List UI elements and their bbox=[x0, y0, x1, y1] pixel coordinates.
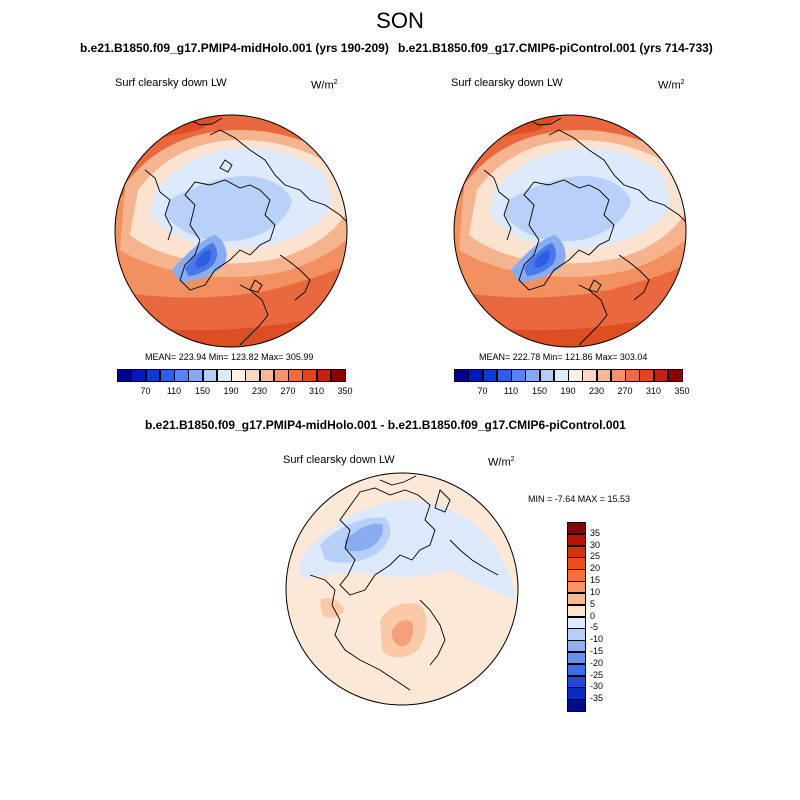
top-right-colorbar-tick-label: 230 bbox=[588, 386, 605, 396]
difference-colorbar-swatch bbox=[567, 581, 586, 594]
top-right-colorbar-tick-label: 190 bbox=[560, 386, 576, 396]
top-left-colorbar-tick-label: 190 bbox=[223, 386, 239, 396]
top-left-colorbar-swatch bbox=[216, 369, 232, 382]
top-left-colorbar-swatch bbox=[316, 369, 332, 382]
difference-colorbar-swatch bbox=[567, 533, 586, 547]
top-left-colorbar-tick-label: 350 bbox=[337, 386, 353, 396]
top-right-units-label: W/m2 bbox=[658, 79, 685, 92]
difference-colorbar-tick-label: 35 bbox=[590, 527, 601, 538]
difference-variable-label: Surf clearsky down LW bbox=[283, 454, 395, 466]
difference-colorbar-tick-label: 0 bbox=[590, 610, 596, 621]
top-left-colorbar-tick-label: 270 bbox=[280, 386, 296, 396]
difference-colorbar-swatch bbox=[567, 545, 586, 558]
difference-colorbar-labels: 35 30 25 20 15 10 5 0 -5 -10 -15 -20 -25 -30 -35 bbox=[590, 522, 620, 711]
difference-case-title: b.e21.B1850.f09_g17.PMIP4-midHolo.001 - … bbox=[145, 418, 626, 432]
top-left-colorbar-swatch bbox=[145, 369, 161, 382]
top-right-colorbar-tick-label: 350 bbox=[674, 386, 690, 396]
top-left-colorbar-swatch bbox=[131, 369, 146, 382]
top-right-colorbar-tick-label: 110 bbox=[503, 386, 519, 396]
difference-colorbar-swatch bbox=[567, 628, 586, 641]
top-left-colorbar-swatch bbox=[188, 369, 203, 382]
top-left-variable-label: Surf clearsky down LW bbox=[115, 77, 227, 89]
top-right-colorbar-swatch bbox=[625, 369, 640, 382]
top-right-colorbar-swatch bbox=[454, 369, 469, 382]
top-left-colorbar-tick-label: 310 bbox=[308, 386, 325, 396]
top-right-colorbar-swatch bbox=[482, 369, 498, 382]
top-right-colorbar-swatch bbox=[596, 369, 612, 382]
difference-colorbar-tick-label: -5 bbox=[590, 622, 599, 633]
top-right-colorbar-swatch bbox=[553, 369, 569, 382]
top-left-colorbar-tick-label: 230 bbox=[251, 386, 268, 396]
top-right-colorbar-swatch bbox=[653, 369, 669, 382]
top-right-colorbar-swatch bbox=[496, 369, 512, 382]
top-left-colorbar-swatch bbox=[231, 369, 246, 382]
top-left-colorbar-swatch bbox=[273, 369, 289, 382]
difference-colorbar-tick-label: -20 bbox=[590, 657, 604, 668]
top-left-colorbar-swatch bbox=[302, 369, 317, 382]
top-left-colorbar-swatch bbox=[259, 369, 275, 382]
top-right-colorbar-tick-label: 150 bbox=[531, 386, 548, 396]
top-right-colorbar-swatch bbox=[610, 369, 626, 382]
top-left-colorbar-tick-label: 150 bbox=[194, 386, 211, 396]
difference-units-label: W/m2 bbox=[488, 456, 515, 469]
difference-colorbar-tick-label: 25 bbox=[590, 551, 601, 562]
difference-colorbar-tick-label: 5 bbox=[590, 598, 596, 609]
top-right-stats: MEAN= 222.78 Min= 121.86 Max= 303.04 bbox=[479, 352, 648, 362]
top-left-colorbar-tick-label: 70 bbox=[140, 386, 151, 396]
top-right-colorbar-swatch bbox=[511, 369, 526, 382]
top-left-colorbar-labels: 70 110 150 190 230 270 310 350 bbox=[117, 386, 352, 398]
top-left-colorbar-tick-label: 110 bbox=[166, 386, 182, 396]
difference-colorbar-swatch bbox=[567, 592, 586, 606]
difference-colorbar-swatch bbox=[567, 675, 586, 688]
top-left-colorbar-swatch bbox=[288, 369, 303, 382]
difference-colorbar-swatch bbox=[567, 640, 586, 653]
difference-colorbar-swatch bbox=[567, 616, 586, 629]
top-right-colorbar-swatch bbox=[568, 369, 583, 382]
difference-colorbar-swatch bbox=[567, 604, 586, 617]
difference-colorbar-swatch bbox=[567, 522, 586, 535]
difference-colorbar bbox=[567, 522, 586, 712]
difference-colorbar-tick-label: -15 bbox=[590, 645, 604, 656]
top-right-colorbar-swatch bbox=[468, 369, 483, 382]
top-right-colorbar-swatch bbox=[667, 369, 683, 382]
top-left-colorbar-swatch bbox=[202, 369, 218, 382]
difference-colorbar-swatch bbox=[567, 663, 586, 677]
top-left-colorbar bbox=[117, 369, 346, 382]
difference-colorbar-swatch bbox=[567, 651, 586, 665]
figure-title: SON bbox=[376, 8, 424, 33]
difference-colorbar-swatch bbox=[567, 569, 586, 582]
difference-colorbar-tick-label: 15 bbox=[590, 575, 601, 586]
top-right-colorbar-swatch bbox=[582, 369, 597, 382]
difference-colorbar-tick-label: -25 bbox=[590, 669, 604, 680]
top-right-colorbar-swatch bbox=[539, 369, 555, 382]
difference-colorbar-swatch bbox=[567, 699, 586, 712]
top-left-units-label: W/m2 bbox=[311, 79, 338, 92]
difference-colorbar-tick-label: 30 bbox=[590, 539, 601, 550]
top-left-colorbar-swatch bbox=[159, 369, 175, 382]
top-left-colorbar-swatch bbox=[245, 369, 260, 382]
top-right-colorbar-labels: 70 110 150 190 230 270 310 350 bbox=[454, 386, 689, 398]
difference-colorbar-swatch bbox=[567, 557, 586, 570]
difference-min-max: MIN = -7.64 MAX = 15.53 bbox=[528, 494, 631, 504]
difference-colorbar-tick-label: 20 bbox=[590, 563, 601, 574]
top-right-variable-label: Surf clearsky down LW bbox=[451, 77, 563, 89]
difference-colorbar-tick-label: -30 bbox=[590, 681, 604, 692]
top-left-colorbar-swatch bbox=[174, 369, 189, 382]
difference-colorbar-tick-label: 10 bbox=[590, 586, 601, 597]
top-right-case-title: b.e21.B1850.f09_g17.CMIP6-piControl.001 … bbox=[398, 41, 713, 55]
top-right-colorbar-tick-label: 270 bbox=[617, 386, 633, 396]
top-right-colorbar-swatch bbox=[639, 369, 654, 382]
top-left-case-title: b.e21.B1850.f09_g17.PMIP4-midHolo.001 (y… bbox=[80, 41, 389, 55]
top-left-colorbar-swatch bbox=[117, 369, 132, 382]
difference-colorbar-swatch bbox=[567, 687, 586, 700]
top-left-stats: MEAN= 223.94 Min= 123.82 Max= 305.99 bbox=[145, 352, 314, 362]
difference-colorbar-tick-label: -10 bbox=[590, 634, 604, 645]
top-left-colorbar-swatch bbox=[330, 369, 346, 382]
top-right-colorbar-tick-label: 310 bbox=[645, 386, 662, 396]
top-right-colorbar bbox=[454, 369, 683, 382]
top-right-colorbar-tick-label: 70 bbox=[477, 386, 488, 396]
difference-colorbar-tick-label: -35 bbox=[590, 693, 604, 704]
top-right-colorbar-swatch bbox=[525, 369, 540, 382]
